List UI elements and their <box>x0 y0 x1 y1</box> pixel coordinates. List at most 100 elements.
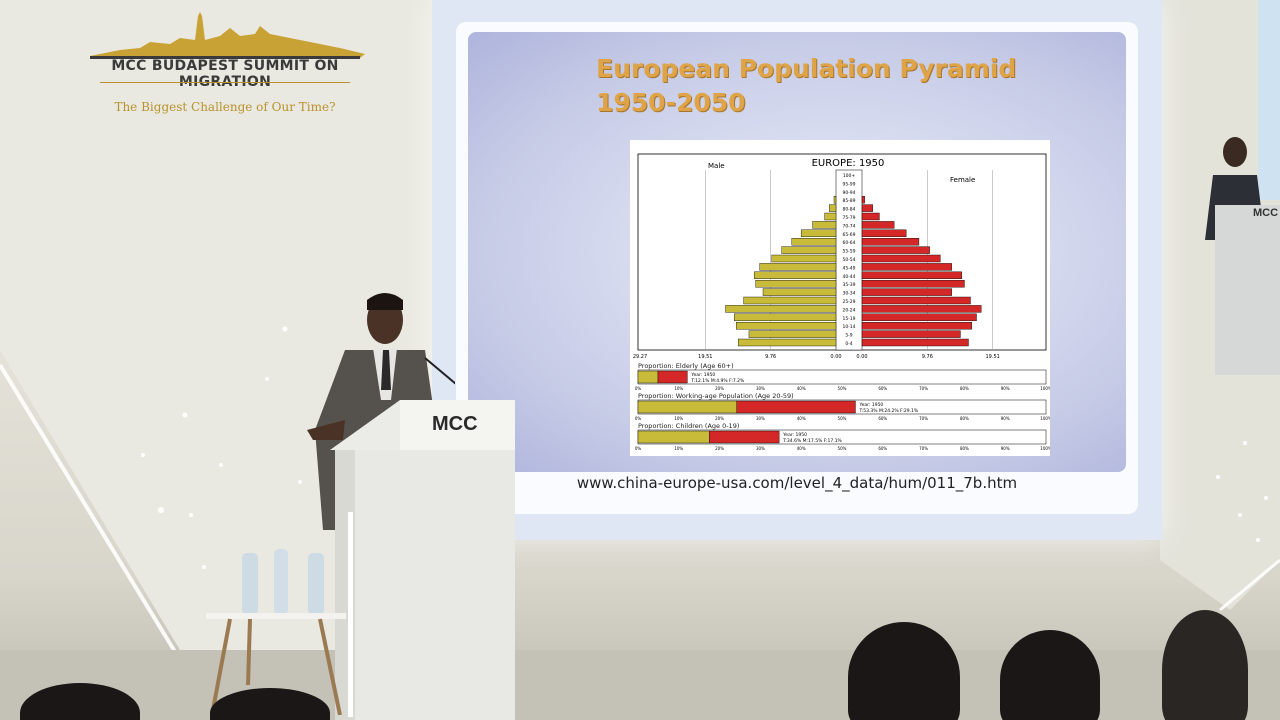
chart-title: EUROPE: 1950 <box>812 158 885 169</box>
proportion-bar-male <box>637 400 737 414</box>
bar-male <box>748 330 837 338</box>
percent-tick-label: 60% <box>878 446 887 451</box>
age-column <box>835 169 863 351</box>
age-label: 15-19 <box>842 316 855 322</box>
x-tick-label: 0.00 <box>830 354 841 360</box>
proportion-year: Year: 1950 <box>782 432 807 438</box>
bar-male <box>743 296 837 305</box>
bar-female <box>861 288 952 296</box>
bar-female <box>861 246 930 254</box>
side-podium-logo: MCC <box>1253 207 1278 219</box>
bar-female <box>861 330 961 338</box>
bar-female <box>861 313 977 322</box>
percent-tick-label: 70% <box>919 446 928 451</box>
bar-male <box>755 279 837 288</box>
bar-female <box>861 196 865 204</box>
podium: MCC <box>330 400 515 720</box>
bar-male <box>734 313 837 322</box>
bar-male <box>791 237 837 246</box>
age-label: 85-89 <box>842 198 855 204</box>
bar-female <box>861 237 920 246</box>
percent-tick-label: 0% <box>635 416 642 421</box>
proportion-year: Year: 1950 <box>858 402 883 408</box>
projection-screen: European Population Pyramid 1950-2050 EU… <box>432 0 1162 540</box>
age-label: 35-39 <box>842 282 855 288</box>
age-label: 25-29 <box>842 299 855 305</box>
proportion-label: Proportion: Working-age Population (Age … <box>638 392 794 400</box>
percent-tick-label: 60% <box>878 386 887 391</box>
percent-tick-label: 30% <box>756 446 765 451</box>
x-tick-label: 19.51 <box>698 354 712 360</box>
logo-divider <box>100 82 350 83</box>
bar-male <box>800 229 837 238</box>
age-label: 80-84 <box>842 207 855 213</box>
x-tick-label: 0.00 <box>856 354 867 360</box>
percent-tick-label: 90% <box>1001 446 1010 451</box>
percent-tick-label: 60% <box>878 416 887 421</box>
percent-tick-label: 100% <box>1040 446 1050 451</box>
presentation-slide: European Population Pyramid 1950-2050 EU… <box>456 22 1138 514</box>
bar-female <box>861 338 969 347</box>
percent-tick-label: 20% <box>715 416 724 421</box>
proportion-detail: T:12.1% M:4.9% F:7.2% <box>690 378 745 384</box>
slide-title-years: 1950-2050 <box>596 88 746 117</box>
proportion-bar-male <box>637 370 659 384</box>
age-label: 45-49 <box>842 265 855 271</box>
bar-male <box>736 321 837 330</box>
percent-tick-label: 30% <box>756 386 765 391</box>
proportion-bar-male <box>637 430 710 444</box>
bar-female <box>861 271 962 280</box>
proportion-label: Proportion: Children (Age 0-19) <box>638 422 739 430</box>
proportion-detail: T:34.6% M:17.5% F:17.1% <box>782 438 842 444</box>
budapest-skyline-icon <box>90 12 365 59</box>
slide-content: European Population Pyramid 1950-2050 EU… <box>468 32 1126 472</box>
population-pyramid-chart: EUROPE: 1950 Male Female 100+ 95-99 90-94 8… <box>630 140 1050 456</box>
bar-female <box>861 229 907 238</box>
age-label: 100+ <box>843 173 856 179</box>
bar-male <box>771 254 837 263</box>
percent-tick-label: 100% <box>1040 386 1050 391</box>
bar-male <box>812 221 837 229</box>
age-label: 20-24 <box>842 307 855 313</box>
x-tick-label: 9.76 <box>922 354 933 360</box>
event-title: MCC BUDAPEST SUMMIT ON MIGRATION <box>111 58 339 90</box>
age-labels: 100+ 95-99 90-94 85-89 80-84 75-79 70-74 65-69 6… <box>842 173 855 347</box>
bar-male <box>829 204 837 212</box>
bar-female <box>861 321 973 330</box>
bar-male <box>754 271 837 280</box>
age-label: 0-4 <box>845 341 852 347</box>
age-label: 95-99 <box>842 181 855 187</box>
bar-male <box>781 246 837 254</box>
percent-tick-label: 80% <box>960 386 969 391</box>
proportion-bar-female <box>736 400 856 414</box>
slide-source-url: www.china-europe-usa.com/level_4_data/hu… <box>576 474 1018 492</box>
podium-logo: MCC <box>432 413 478 435</box>
proportion-label: Proportion: Elderly (Age 60+) <box>638 362 734 370</box>
age-label: 5-9 <box>845 333 852 339</box>
x-tick-label: 19.51 <box>986 354 1000 360</box>
side-table <box>206 549 346 715</box>
percent-tick-label: 90% <box>1001 386 1010 391</box>
proportion-detail: T:53.3% M:24.2% F:29.1% <box>858 408 918 414</box>
percent-tick-label: 80% <box>960 416 969 421</box>
bar-female <box>861 263 952 271</box>
slide-title: European Population Pyramid <box>596 54 1017 83</box>
bar-female <box>861 204 873 212</box>
age-label: 10-14 <box>842 324 855 330</box>
female-label: Female <box>950 176 975 184</box>
male-label: Male <box>708 162 725 170</box>
percent-tick-label: 40% <box>797 446 806 451</box>
proportion-year: Year: 1950 <box>690 372 715 378</box>
percent-tick-label: 70% <box>919 386 928 391</box>
bar-male <box>738 338 837 347</box>
age-label: 55-59 <box>842 249 855 255</box>
bar-female <box>861 279 965 288</box>
event-subtitle: The Biggest Challenge of Our Time? <box>114 100 336 114</box>
age-label: 90-94 <box>842 190 855 196</box>
bar-female <box>861 212 880 221</box>
percent-tick-label: 10% <box>674 416 683 421</box>
bar-male <box>762 288 837 296</box>
age-label: 60-64 <box>842 240 855 246</box>
percent-tick-label: 90% <box>1001 416 1010 421</box>
